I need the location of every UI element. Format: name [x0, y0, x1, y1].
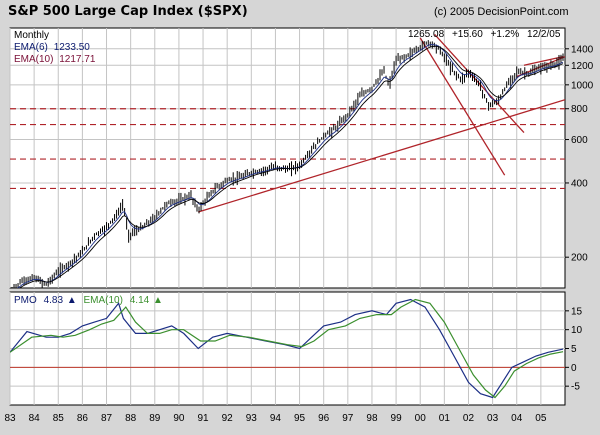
price-y-tick-label: 800 — [571, 104, 588, 115]
x-axis: 83 84 85 86 87 88 89 90 91 92 93 94 95 96 97 98 99 00 01 02… — [4, 413, 546, 424]
ema-long-value: 1217.71 — [59, 54, 96, 65]
x-tick-label: 91 — [197, 413, 209, 424]
price-y-tick-label: 400 — [571, 178, 588, 189]
pmo-y-tick-label: -5 — [571, 382, 580, 393]
pmo-up-arrow-icon: ▲ — [67, 295, 77, 306]
x-tick-label: 98 — [366, 413, 378, 424]
ema-long-legend: EMA(10) 1217.71 — [14, 54, 96, 65]
x-tick-label: 85 — [53, 413, 65, 424]
x-tick-label: 94 — [270, 413, 282, 424]
x-tick-label: 88 — [125, 413, 137, 424]
price-y-tick-label: 600 — [571, 135, 588, 146]
chart-title: S&P 500 Large Cap Index ($SPX) — [8, 4, 248, 19]
ema-short-legend: EMA(6) 1233.50 — [14, 42, 90, 53]
x-tick-label: 00 — [415, 413, 427, 424]
x-tick-label: 02 — [463, 413, 475, 424]
price-y-tick-label: 1400 — [571, 44, 594, 55]
trendline — [419, 37, 506, 176]
pmo-signal-up-arrow-icon: ▲ — [153, 295, 163, 306]
trendline — [434, 34, 525, 134]
price-y-tick-label: 1200 — [571, 61, 594, 72]
last-change: +15.60 — [452, 29, 483, 40]
x-tick-label: 97 — [342, 413, 354, 424]
x-tick-label: 03 — [487, 413, 499, 424]
last-close: 1265.08 — [408, 29, 445, 40]
last-date: 12/2/05 — [527, 29, 561, 40]
ema-short-value: 1233.50 — [54, 42, 91, 53]
pmo-legend: PMO 4.83 ▲ EMA(10) 4.14 ▲ — [14, 295, 163, 306]
pmo-line — [10, 298, 564, 399]
pmo-signal-label: EMA(10) — [84, 295, 123, 306]
x-tick-label: 99 — [391, 413, 403, 424]
price-y-tick-label: 200 — [571, 253, 588, 264]
pmo-series-group — [10, 298, 564, 399]
ema-long-label: EMA(10) — [14, 54, 53, 65]
x-tick-label: 05 — [535, 413, 547, 424]
pmo-y-axis: -5 0 5 10 15 — [565, 306, 583, 393]
price-panel — [9, 27, 566, 289]
pmo-label: PMO — [14, 295, 37, 306]
period-label: Monthly — [14, 30, 49, 41]
x-tick-label: 93 — [246, 413, 258, 424]
x-tick-label: 90 — [173, 413, 185, 424]
trendline — [523, 56, 563, 66]
x-tick-label: 86 — [77, 413, 89, 424]
pmo-y-tick-label: 0 — [571, 363, 577, 374]
ema-short-label: EMA(6) — [14, 42, 48, 53]
ema-long-line — [18, 45, 564, 288]
support-resistance-lines — [10, 108, 565, 190]
x-tick-label: 89 — [149, 413, 161, 424]
price-y-axis: 200 400 600 800 1000 1200 1400 — [565, 44, 594, 264]
x-tick-label: 04 — [511, 413, 523, 424]
x-tick-label: 96 — [318, 413, 330, 424]
x-tick-label: 83 — [4, 413, 16, 424]
price-series-group — [10, 40, 564, 288]
x-tick-label: 87 — [101, 413, 113, 424]
pmo-signal-line — [10, 298, 564, 399]
pmo-y-tick-label: 15 — [571, 306, 583, 317]
x-tick-label: 01 — [439, 413, 451, 424]
price-y-tick-label: 1000 — [571, 80, 594, 91]
pmo-y-tick-label: 5 — [571, 344, 577, 355]
copyright-text: (c) 2005 DecisionPoint.com — [434, 6, 569, 18]
last-pct: +1.2% — [491, 29, 520, 40]
pmo-y-tick-label: 10 — [571, 325, 583, 336]
x-tick-label: 95 — [294, 413, 306, 424]
x-tick-label: 92 — [222, 413, 234, 424]
trendline — [198, 99, 565, 213]
pmo-value: 4.83 — [44, 295, 64, 306]
last-quote: 1265.08 +15.60 +1.2% 12/2/05 — [408, 29, 561, 40]
x-tick-label: 84 — [29, 413, 41, 424]
pmo-signal-value: 4.14 — [130, 295, 150, 306]
